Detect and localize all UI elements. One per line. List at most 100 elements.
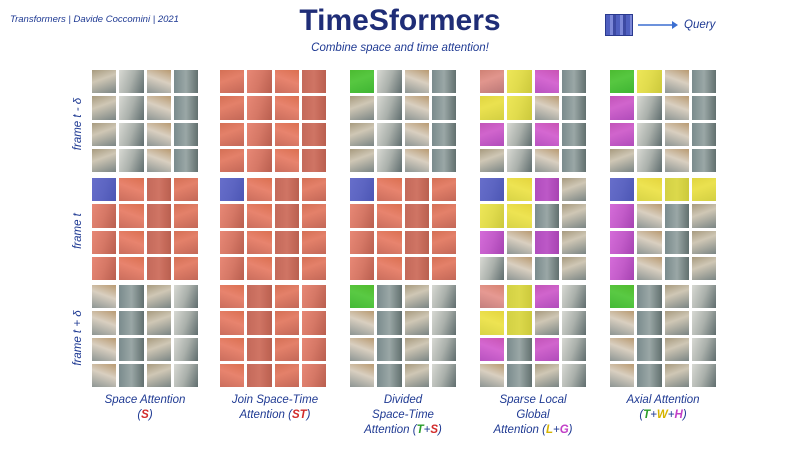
patch-cell [173,311,198,335]
patch-cell [119,311,144,335]
patch-cell [480,311,505,335]
patch-cell [247,70,272,94]
patch-cell [404,311,429,335]
patch-cell [301,122,327,147]
patch-cell [92,122,117,146]
patch-cell [247,337,272,362]
patch-cell [691,311,716,335]
patch-cell [220,285,245,309]
patch-cell [301,178,327,202]
patch-cell [220,178,245,202]
patch-cell [146,122,171,146]
patch-cell [610,230,635,255]
patch-cell [350,178,375,202]
caption-line: Join Space-Time [231,394,319,406]
patch-cell [664,178,690,202]
patch-cell [534,230,560,255]
patch-cell [377,178,402,202]
patch-cell [404,148,429,172]
patch-cell [92,230,117,255]
patch-cell [431,256,457,281]
patch-cell [220,256,245,281]
patch-cell [301,96,327,120]
patch-cell [534,256,559,280]
patch-cell [561,122,586,146]
patch-cell [431,337,456,361]
patch-cell [274,285,300,309]
patch-cell [274,178,300,202]
patch-cell [92,363,117,387]
patch-cell [92,204,117,228]
patch-cell [404,204,430,228]
patch-cell [301,337,327,362]
formula-part: ( [137,409,142,421]
frame-panel [480,70,586,172]
patch-cell [173,230,199,255]
patch-cell [691,178,717,202]
patch-cell [507,70,532,94]
patch-cell [610,363,635,387]
patch-cell [664,230,689,254]
patch-cell [664,122,689,146]
formula-part: ) [148,409,153,421]
formula-part: ( [542,424,546,436]
formula-part: + [667,409,675,421]
patch-cell [92,337,117,361]
caption-line: Global [516,409,550,421]
patch-cell [220,337,245,362]
patch-cell [247,256,272,281]
patch-cell [637,96,662,120]
patch-cell [301,363,327,388]
formula-part: T [643,409,651,421]
patch-cell [637,178,662,202]
patch-cell [507,148,532,172]
formula-part: ) [568,424,573,436]
patch-cell [350,256,375,281]
patch-cell [637,311,662,335]
patch-cell [146,311,171,335]
caption-line: Attention [239,409,285,421]
patch-cell [146,204,172,228]
patch-cell [274,363,300,388]
patch-cell [404,96,429,120]
patch-cell [637,285,662,309]
patch-cell [561,337,586,361]
patch-cell [637,148,662,172]
patch-cell [247,204,272,228]
patch-cell [274,70,300,94]
patch-cell [377,285,402,309]
patch-cell [431,96,456,120]
formula-part: ( [288,409,292,421]
patch-cell [431,178,457,202]
patch-cell [691,230,716,254]
formula-part: T [416,424,424,436]
frame-panel [610,70,716,172]
patch-cell [377,337,402,361]
patch-cell [301,204,327,228]
patch-cell [274,311,300,335]
patch-cell [350,363,375,387]
patch-cell [92,311,117,335]
patch-cell [274,148,300,173]
patch-cell [119,178,144,202]
patch-cell [480,70,505,94]
formula-part: G [559,424,569,436]
patch-cell [664,311,689,335]
patch-cell [480,204,505,228]
patch-cell [691,70,716,94]
formula-part: ( [412,424,417,436]
patch-cell [119,363,144,387]
patch-cell [350,122,375,146]
patch-cell [173,178,199,202]
caption-line: Space-Time [372,409,434,421]
patch-cell [610,96,635,120]
legend: Query [605,14,715,36]
patch-cell [637,122,662,146]
patch-cell [534,96,559,120]
patch-cell [404,256,430,281]
patch-cell [247,230,272,255]
patch-cell [377,148,402,172]
patch-cell [664,70,689,94]
patch-cell [431,230,457,255]
patch-cell [247,363,272,388]
